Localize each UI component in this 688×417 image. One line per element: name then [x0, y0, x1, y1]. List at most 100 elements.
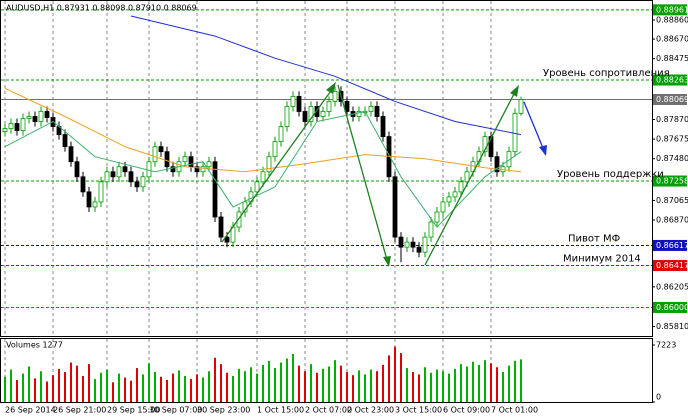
- candle-body: [308, 106, 314, 122]
- candle-body: [74, 161, 80, 178]
- x-tick-label: 1 Oct 15:00: [257, 406, 304, 415]
- candle-body: [356, 111, 362, 117]
- level-label: 0.87258: [656, 177, 688, 186]
- candle-body: [98, 181, 104, 203]
- x-tick-label: 26 Sep 2014: [5, 406, 56, 415]
- level-label: 0.86417: [656, 261, 688, 270]
- x-tick-label: 2 Oct 23:00: [347, 406, 394, 415]
- trend-line: [337, 84, 388, 261]
- level-box: [653, 4, 687, 16]
- chart-title: AUDUSD,H1 0.87931 0.88098 0.87910 0.8806…: [6, 4, 197, 13]
- candle-body: [38, 111, 44, 122]
- level-label: 0.88263: [656, 76, 688, 85]
- candle-body: [122, 166, 128, 173]
- candle-body: [152, 146, 158, 163]
- candle-body: [80, 176, 86, 193]
- candle-body: [116, 166, 122, 178]
- volume-panel: [0, 338, 653, 403]
- candle-body: [458, 181, 464, 193]
- y-tick-label: 0.86870: [656, 216, 688, 225]
- candle-body: [512, 112, 518, 153]
- candle-body: [14, 123, 20, 131]
- candle-body: [494, 156, 500, 173]
- candle-body: [422, 236, 428, 253]
- y-tick-label: 0.87870: [656, 115, 688, 124]
- y-tick-label: 0.87675: [656, 135, 688, 144]
- candle-body: [392, 176, 398, 238]
- candle-body: [296, 95, 302, 112]
- candle-body: [326, 101, 332, 112]
- y-tick-label: 0.87065: [656, 196, 688, 205]
- moving-average: [4, 110, 522, 228]
- y-tick-label: 0: [656, 393, 661, 402]
- candle-body: [410, 241, 416, 248]
- level-annotation: Минимум 2014: [563, 254, 641, 265]
- arrow-head: [510, 85, 519, 97]
- candle-body: [320, 111, 326, 117]
- level-box: [653, 94, 687, 106]
- trend-line: [221, 87, 334, 243]
- x-tick-label: 6 Oct 09:00: [443, 406, 490, 415]
- y-tick-label: 0.88860: [656, 16, 688, 25]
- candle-body: [200, 166, 206, 173]
- moving-average: [130, 15, 522, 136]
- y-tick-label: 0.88475: [656, 54, 688, 63]
- candle-body: [290, 95, 296, 107]
- level-annotation: Пивот МФ: [568, 233, 621, 244]
- candle-body: [434, 211, 440, 223]
- candle-body: [368, 106, 374, 112]
- y-tick-label: 0.88670: [656, 35, 688, 44]
- candle-body: [278, 126, 284, 143]
- level-annotation: Уровень сопротивления: [543, 68, 670, 79]
- marks: [2, 15, 524, 402]
- candle-body: [374, 106, 380, 117]
- candle-body: [284, 106, 290, 127]
- x-tick-label: 3 Oct 15:00: [395, 406, 442, 415]
- arrow-head: [383, 256, 391, 267]
- x-tick-label: 7 Oct 01:00: [491, 406, 538, 415]
- candle-body: [32, 116, 38, 122]
- candle-body: [164, 151, 170, 168]
- y-tick-label: 0.87480: [656, 154, 688, 163]
- candle-body: [260, 171, 266, 183]
- candle-body: [302, 111, 308, 122]
- level-box: [653, 301, 687, 313]
- candle-body: [446, 196, 452, 203]
- candle-body: [440, 201, 446, 213]
- candle-body: [140, 176, 146, 188]
- candle-body: [2, 128, 8, 132]
- candle-body: [380, 116, 386, 137]
- candle-body: [62, 134, 68, 148]
- candle-body: [206, 161, 212, 168]
- y-tick-label: 7223: [656, 341, 676, 350]
- level-box: [653, 260, 687, 272]
- level-box: [653, 74, 687, 86]
- candle-body: [272, 141, 278, 158]
- candle-body: [182, 156, 188, 163]
- candle-body: [518, 99, 524, 114]
- candle-body: [482, 136, 488, 153]
- candle-body: [398, 236, 404, 248]
- x-tick-label: 30 Sep 07:00: [149, 406, 202, 415]
- y-tick-label: 0.85810: [656, 322, 688, 331]
- candle-body: [26, 116, 32, 119]
- candle-body: [488, 136, 494, 158]
- forecast-line: [523, 101, 544, 149]
- candle-body: [8, 123, 14, 129]
- level-label: 0.88961: [656, 5, 688, 14]
- candle-body: [86, 191, 92, 208]
- candle-body: [44, 111, 50, 118]
- candle-body: [134, 181, 140, 188]
- candle-body: [170, 166, 176, 173]
- candle-body: [110, 171, 116, 178]
- x-tick-label: 26 Sep 21:00: [53, 406, 106, 415]
- trend-line: [424, 91, 516, 266]
- candle-body: [104, 171, 110, 183]
- x-tick-label: 30 Sep 23:00: [197, 406, 250, 415]
- level-annotation: Уровень поддержки: [557, 169, 664, 180]
- candle-body: [128, 171, 134, 183]
- candle-body: [194, 166, 200, 173]
- candle-body: [416, 246, 422, 253]
- candle-body: [20, 118, 26, 131]
